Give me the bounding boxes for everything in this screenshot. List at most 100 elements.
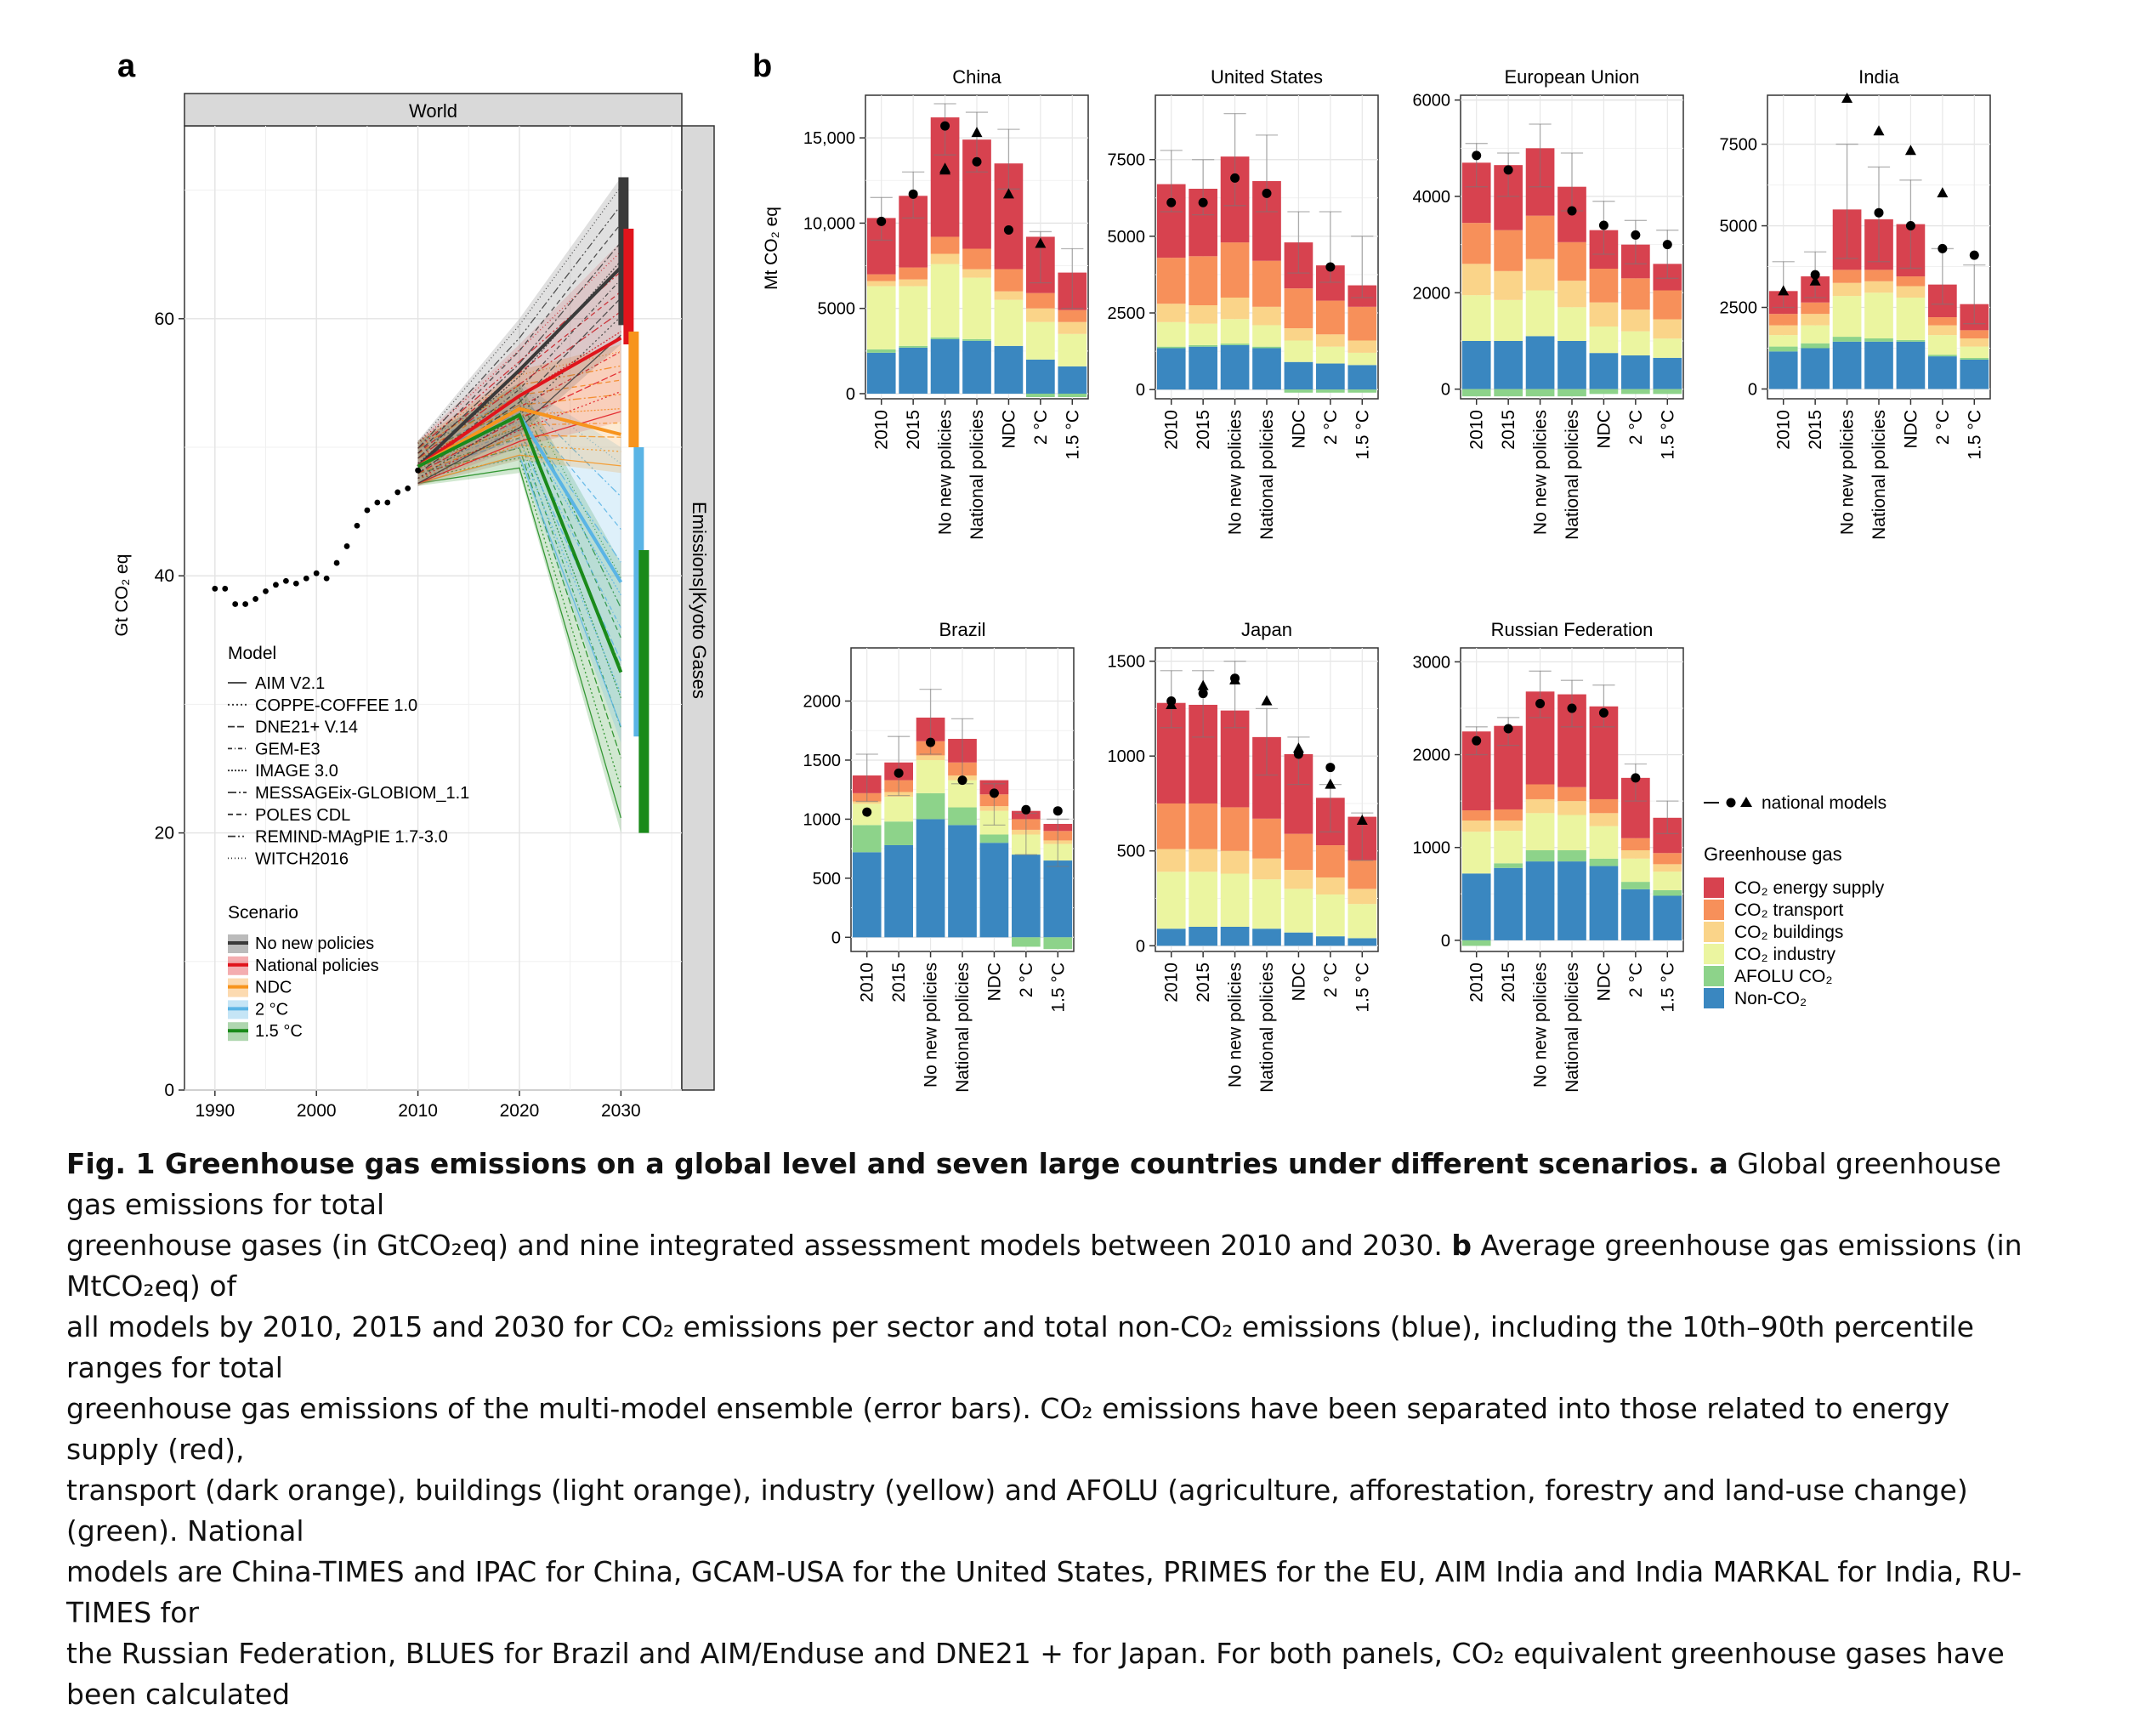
x-tick-label: 2030 [601,1101,641,1121]
legend-model-title: Model [228,644,276,663]
bar-segment [884,797,913,822]
y-axis-label: Gt CO₂ eq [112,554,132,637]
bar-segment [1189,346,1217,390]
y-tick-label: 2000 [1413,284,1451,303]
bar-segment [899,279,928,287]
bar-segment [1284,870,1313,889]
model-line [417,394,621,459]
x-tick-label: NDC [1594,410,1614,449]
caption-line-5: transport (dark orange), buildings (ligh… [66,1474,1968,1547]
bar-segment [1960,358,1989,360]
bar-segment [1252,346,1281,349]
national-model-point [1503,165,1513,175]
bar-segment [1220,319,1250,344]
bar-segment [1832,341,1862,389]
historical-point [232,601,239,607]
median-line [417,412,623,673]
historical-point [212,585,218,592]
national-model-triangle [1778,285,1790,296]
x-tick-label: National policies [1563,410,1582,540]
national-model-point [1198,197,1208,207]
bar-segment [1461,821,1491,832]
bar-segment [930,253,960,264]
model-line [417,350,621,469]
x-tick-label: 2020 [500,1101,540,1121]
x-tick-label: 2 °C [1017,963,1036,997]
bar-segment [1284,833,1313,871]
caption-text-1: Global greenhouse gas emissions for tota… [66,1147,2001,1221]
legend-greenhouse-gas: national models Greenhouse gas CO₂ energy … [1704,793,1886,1008]
x-tick-label: 2 °C [1933,410,1953,445]
bar-segment [1058,366,1087,394]
country-title: Japan [1241,619,1292,640]
y-tick-label: 0 [1136,937,1145,956]
national-model-triangle [1841,92,1853,103]
country-panel-russian-federation: Russian Federation 0 1000 2000 3000 2010 2015 N… [1413,619,1684,1093]
bar-segment [1252,858,1281,880]
x-tick-label: 2015 [1499,963,1518,1002]
country-panel-brazil: Brazil 0 500 1000 1500 2000 2010 2015 No new pol… [803,619,1075,1093]
bar-segment [1589,866,1619,940]
x-tick-label: NDC [984,963,1004,1002]
bar-segment [1557,861,1586,940]
country-title: United States [1211,66,1323,88]
bar-segment [1461,295,1491,341]
bar-segment [1557,850,1586,862]
country-panel-india: India 0 2500 5000 7500 2010 2015 No new policie… [1720,66,1991,540]
bar-segment [1653,357,1682,389]
bar-segment [1928,325,1957,336]
x-tick-label: 2010 [1162,410,1182,450]
bar-segment [1928,335,1957,355]
bar-segment [1589,389,1619,395]
bar-segment [1589,826,1619,859]
bar-segment [1189,926,1217,946]
national-model-point [1598,707,1608,718]
model-line [417,434,621,474]
bar-segment [1252,260,1281,307]
bar-segment [866,281,896,287]
national-model-point [1969,250,1979,260]
bar-segment [962,248,991,270]
x-tick-label: 1.5 °C [1063,410,1082,460]
y-tick-label: 7500 [1720,136,1758,155]
bar-segment [1494,341,1523,389]
national-model-point [1503,724,1513,734]
bar-segment [1960,346,1989,359]
bar-segment [1316,300,1345,335]
median-line [417,336,622,469]
historical-point [263,588,269,594]
x-tick-label: 1.5 °C [1048,963,1068,1013]
bar-segment [1220,807,1250,851]
bar-segment [1768,325,1798,336]
strip-right [681,125,715,1091]
x-tick-label: National policies [1257,963,1277,1093]
bar-segment [1316,936,1345,946]
bar-segment [1896,339,1926,342]
bar-segment [1220,242,1250,298]
bar-segment [916,755,945,760]
x-tick-label: 2 °C [1626,410,1646,445]
bar-segment [930,264,960,338]
national-model-point [862,807,872,817]
bar-segment [1189,256,1217,306]
y-tick-label: 1500 [1108,653,1146,672]
bar-segment [1960,330,1989,338]
y-tick-label: 7500 [1108,151,1146,170]
bar-segment [899,345,928,348]
bar-segment [1557,281,1586,308]
caption-line-6: models are China-TIMES and IPAC for Chin… [66,1555,2023,1629]
legend-model-item: GEM-E3 [255,740,321,758]
bar-segment [852,825,882,853]
bar-segment [1557,341,1586,389]
bar-segment [962,340,991,394]
caption-line-3: all models by 2010, 2015 and 2030 for CO… [66,1310,1974,1384]
bar-segment [1494,299,1523,341]
legend-scenario-item: National policies [255,957,379,975]
national-model-triangle [1325,778,1336,789]
bar-segment [930,338,960,394]
bar-segment [1621,850,1650,859]
bar-segment [1494,821,1523,832]
bar-segment [866,349,896,353]
historical-point [242,601,249,607]
